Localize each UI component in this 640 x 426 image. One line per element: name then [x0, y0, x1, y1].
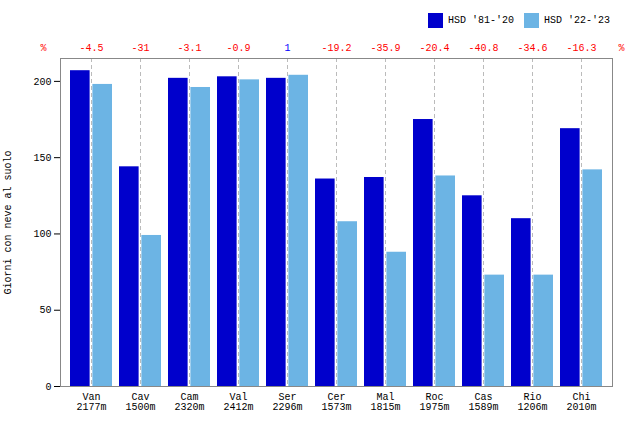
- svg-text:-35.9: -35.9: [370, 43, 400, 54]
- svg-text:-4.5: -4.5: [79, 43, 103, 54]
- svg-text:-16.3: -16.3: [566, 43, 596, 54]
- svg-text:-31: -31: [131, 43, 149, 54]
- svg-text:-20.4: -20.4: [419, 43, 449, 54]
- svg-text:Cas1589m: Cas1589m: [468, 392, 498, 413]
- svg-text:Chi2010m: Chi2010m: [566, 392, 596, 413]
- svg-text:0: 0: [45, 382, 51, 393]
- svg-text:Mal1815m: Mal1815m: [370, 392, 400, 413]
- svg-text:1: 1: [284, 43, 290, 54]
- svg-text:Cer1573m: Cer1573m: [321, 392, 351, 413]
- svg-text:-0.9: -0.9: [226, 43, 250, 54]
- svg-text:Rio1206m: Rio1206m: [517, 392, 547, 413]
- svg-text:Van2177m: Van2177m: [76, 392, 106, 413]
- svg-text:Cav1500m: Cav1500m: [125, 392, 155, 413]
- svg-text:-34.6: -34.6: [517, 43, 547, 54]
- svg-text:150: 150: [33, 153, 51, 164]
- svg-text:Roc1975m: Roc1975m: [419, 392, 449, 413]
- svg-text:100: 100: [33, 229, 51, 240]
- svg-text:%: %: [40, 43, 46, 54]
- html-text:HSD '81-'20: HSD '81-'20: [448, 15, 514, 26]
- svg-text:50: 50: [39, 305, 51, 316]
- svg-text:200: 200: [33, 77, 51, 88]
- svg-text:Val2412m: Val2412m: [223, 392, 253, 413]
- svg-text:%: %: [619, 43, 625, 54]
- svg-text:-3.1: -3.1: [177, 43, 201, 54]
- svg-text:Giorni con neve al suolo: Giorni con neve al suolo: [3, 150, 14, 294]
- svg-text:Ser2296m: Ser2296m: [272, 392, 302, 413]
- svg-text:Cam2320m: Cam2320m: [174, 392, 204, 413]
- svg-text:-40.8: -40.8: [468, 43, 498, 54]
- svg-text:-19.2: -19.2: [321, 43, 351, 54]
- html-text:HSD '22-'23: HSD '22-'23: [544, 15, 610, 26]
